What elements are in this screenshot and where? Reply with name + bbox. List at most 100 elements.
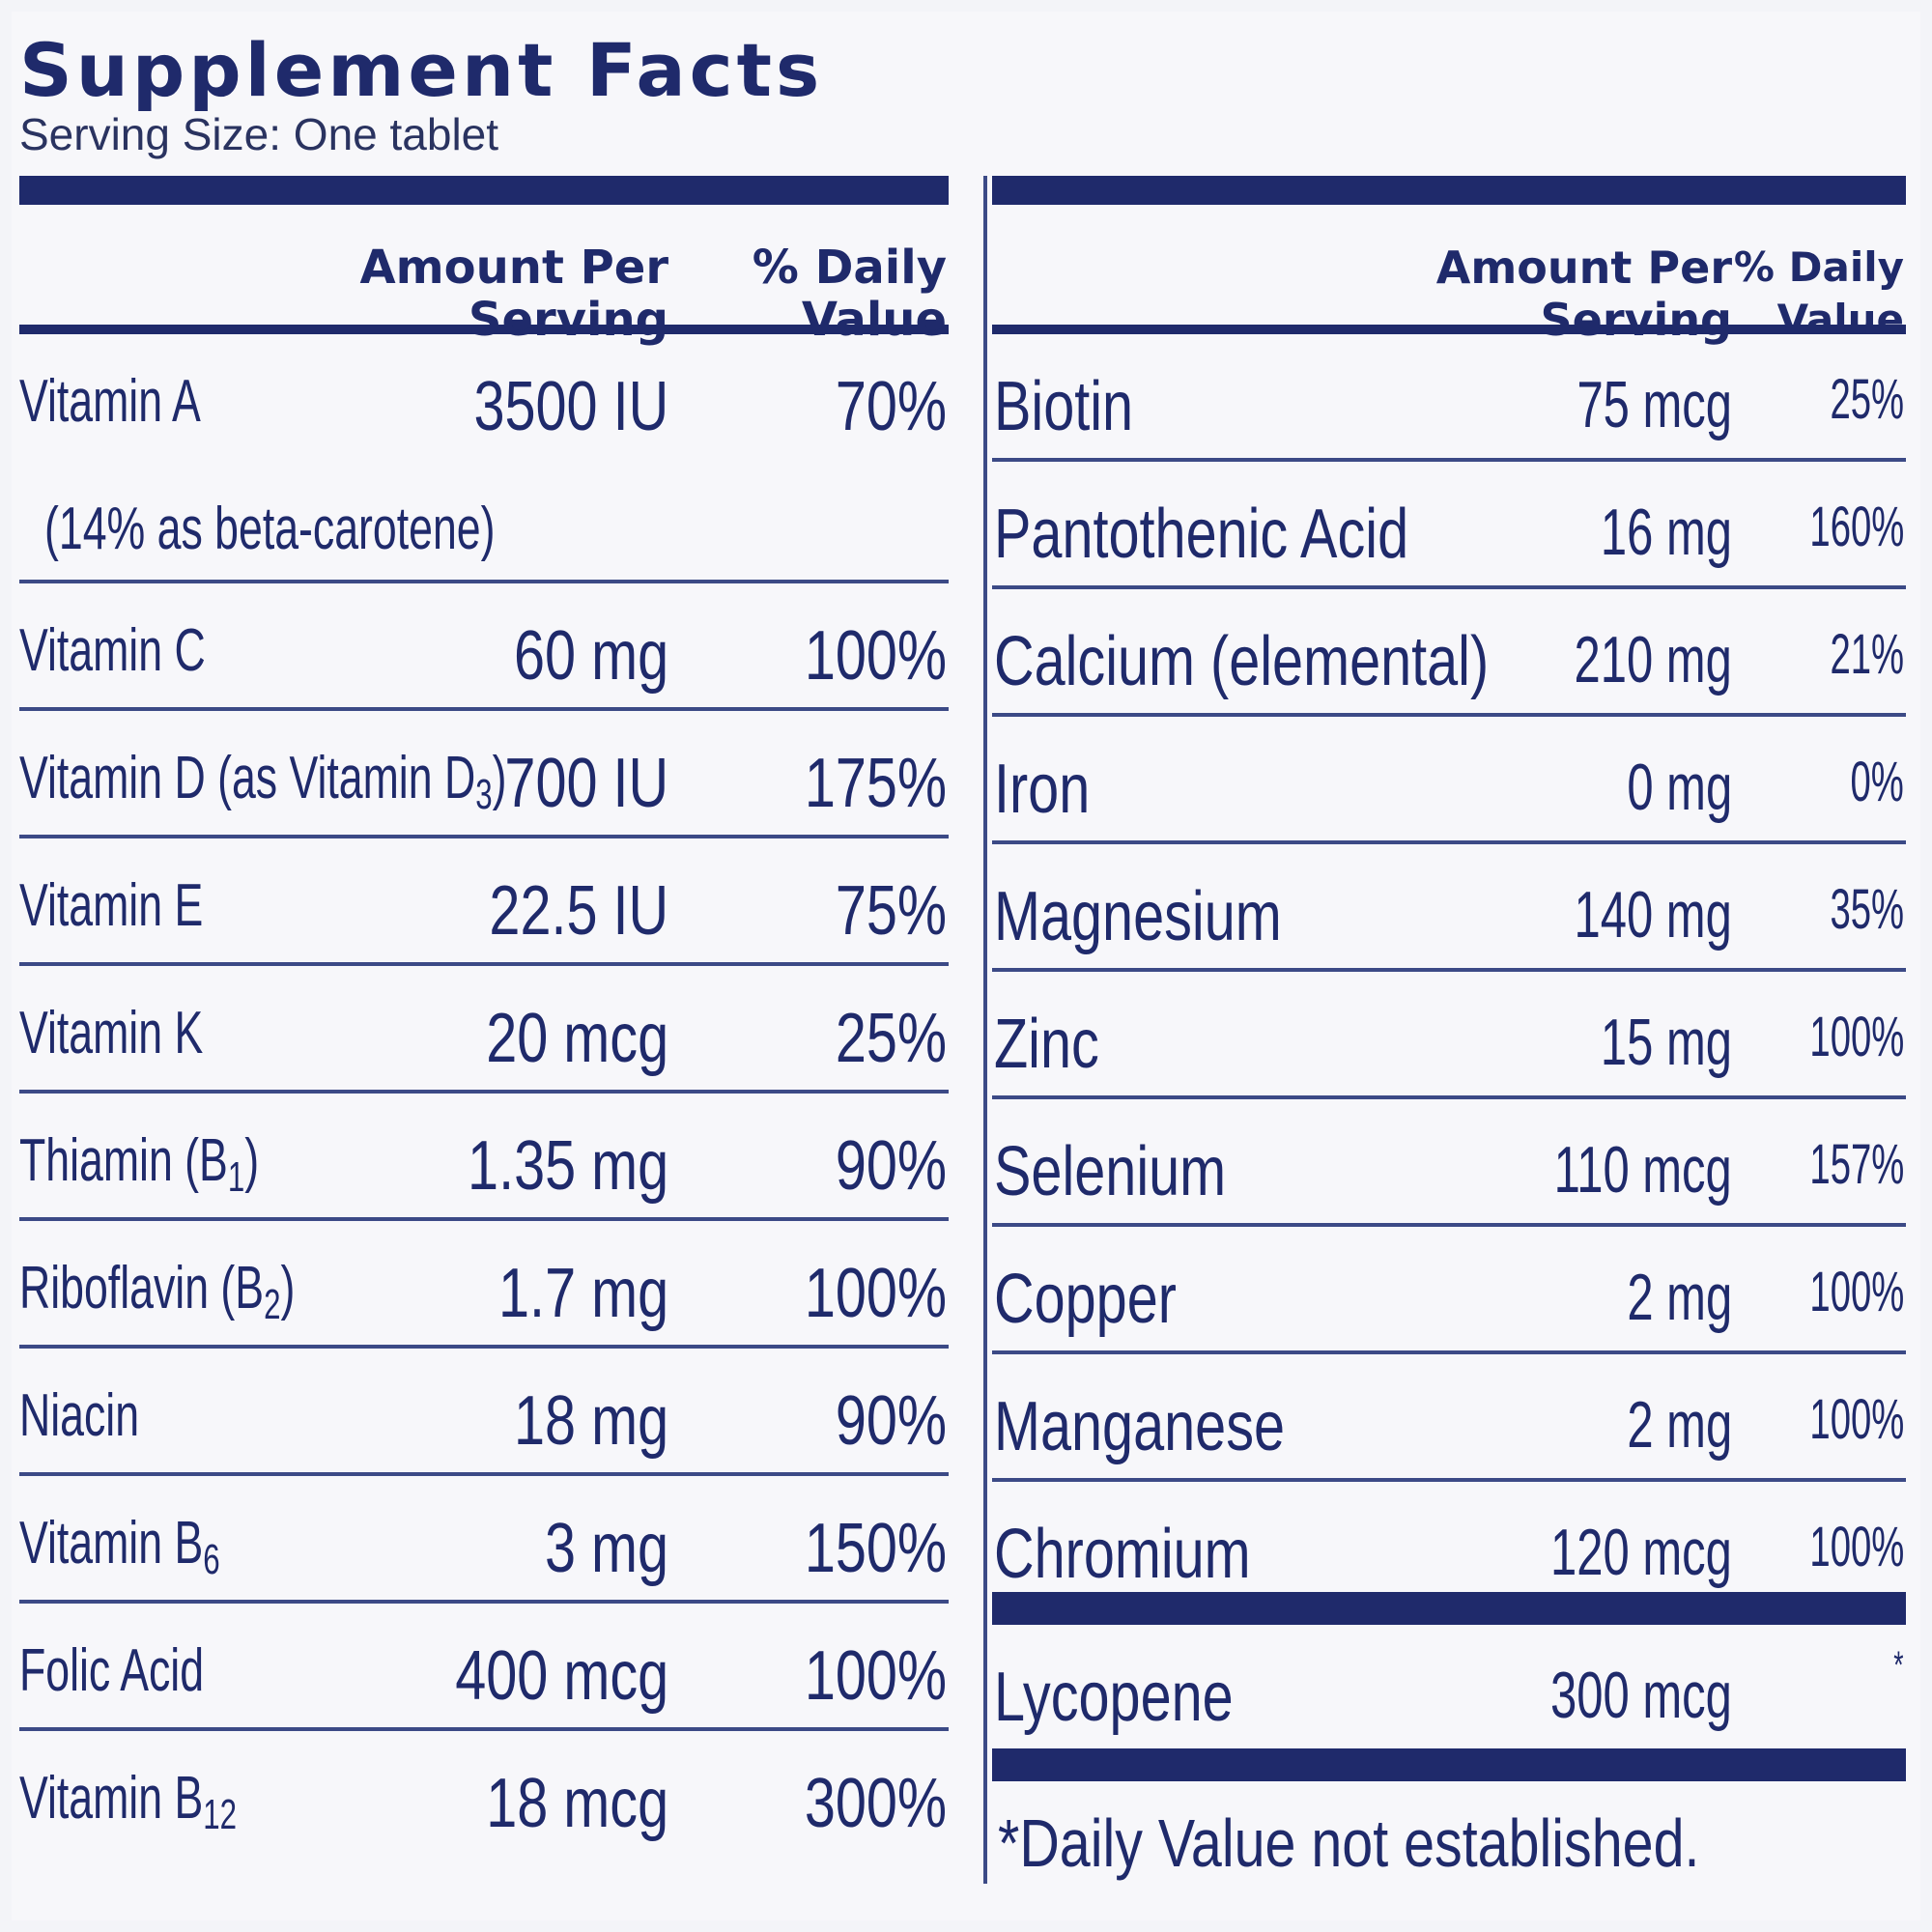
nutrient-amount: 60 mg [513,617,668,695]
left-rows: Vitamin A 3500 IU 70% (14% as beta-carotene… [19,334,949,1859]
nutrient-amount: 2 mg [1627,1261,1732,1334]
nutrient-daily-value: 100% [804,617,947,695]
nutrient-daily-value: 100% [1809,1388,1904,1451]
nutrient-name: Pantothenic Acid [994,496,1409,573]
left-nutrient-row: Folic Acid 400 mcg 100% [19,1604,949,1731]
nutrient-name: Vitamin K [19,1000,204,1066]
right-nutrient-row: Selenium 110 mcg 157% [992,1099,1906,1227]
nutrient-name: Vitamin A [19,368,201,435]
section-bar [992,1592,1906,1625]
nutrient-name: Vitamin B6 [19,1510,220,1583]
amount-header: Amount Per Serving [1435,242,1732,346]
top-bar [992,176,1906,205]
nutrient-daily-value: 21% [1830,623,1904,686]
left-nutrient-row: Vitamin B6 3 mg 150% [19,1476,949,1604]
nutrient-daily-value: 300% [804,1765,947,1842]
nutrient-name: Iron [994,751,1091,828]
nutrient-name: Vitamin D (as Vitamin D3) [19,745,507,818]
left-nutrient-row: Niacin 18 mg 90% [19,1349,949,1476]
nutrient-amount: 2 mg [1627,1388,1732,1462]
nutrient-amount: 1.7 mg [497,1255,668,1332]
nutrient-daily-value: 157% [1809,1133,1904,1196]
nutrient-daily-value: 0% [1850,751,1904,813]
right-nutrient-row: Manganese 2 mg 100% [992,1354,1906,1482]
nutrient-name: Selenium [994,1133,1227,1210]
left-nutrient-row: Vitamin A 3500 IU 70% [19,334,949,462]
nutrient-daily-value: 100% [1809,1006,1904,1068]
nutrient-amount: 110 mcg [1553,1133,1732,1207]
serving-size: Serving Size: One tablet [19,109,499,159]
nutrient-name: Copper [994,1261,1177,1338]
amount-header: Amount Per Serving [359,241,668,347]
left-nutrient-row: Thiamin (B1) 1.35 mg 90% [19,1094,949,1221]
nutrient-daily-value: 175% [804,745,947,822]
nutrient-amount: 210 mg [1574,623,1732,696]
nutrient-name: Riboflavin (B2) [19,1255,296,1328]
nutrient-amount: 120 mcg [1550,1516,1732,1589]
right-nutrient-row: Calcium (elemental) 210 mg 21% [992,589,1906,717]
right-nutrient-row: Biotin 75 mcg 25% [992,334,1906,462]
nutrient-name: Zinc [994,1006,1099,1083]
right-rows: Biotin 75 mcg 25% Pantothenic Acid 16 mg 160%… [992,334,1906,1593]
nutrient-name: Biotin [994,368,1134,445]
nutrient-amount: 18 mg [513,1382,668,1460]
nutrient-name: Thiamin (B1) [19,1127,260,1201]
nutrient-name: Manganese [994,1388,1286,1465]
nutrient-name: Vitamin B12 [19,1765,237,1838]
lycopene-row: Lycopene 300 mcg * [992,1625,1906,1747]
nutrient-name: Vitamin E [19,872,204,939]
nutrient-amount: 300 mcg [1550,1659,1732,1732]
nutrient-daily-value: 100% [1809,1516,1904,1578]
nutrient-amount: 15 mg [1600,1006,1732,1079]
column-header: Amount Per Serving % Daily Value [19,205,949,346]
nutrient-name: Lycopene [994,1659,1234,1736]
right-nutrient-row: Magnesium 140 mg 35% [992,844,1906,972]
nutrient-name: Calcium (elemental) [994,623,1490,700]
nutrient-name: Magnesium [994,878,1282,955]
left-nutrient-row: Vitamin B12 18 mcg 300% [19,1731,949,1859]
nutrient-daily-value: 25% [835,1000,947,1077]
nutrient-amount: 700 IU [504,745,668,822]
left-nutrient-row: Vitamin D (as Vitamin D3) 700 IU 175% [19,711,949,838]
daily-value-header: % Daily Value [1733,243,1904,343]
nutrient-name: Vitamin C [19,617,206,684]
nutrient-amount: 0 mg [1627,751,1732,824]
nutrient-amount: 22.5 IU [489,872,668,950]
nutrient-amount: 3 mg [544,1510,668,1587]
nutrient-name: Folic Acid [19,1637,205,1704]
nutrient-amount: 20 mcg [486,1000,668,1077]
nutrient-name: Chromium [994,1516,1251,1593]
left-column: Amount Per Serving % Daily Value Vitamin A… [19,176,949,1859]
right-nutrient-row: Copper 2 mg 100% [992,1227,1906,1354]
nutrient-daily-value: 75% [835,872,947,950]
nutrient-amount: 1.35 mg [467,1127,668,1205]
nutrient-daily-value: 25% [1830,368,1904,431]
header-bar [19,325,949,334]
section-bar [992,1748,1906,1781]
nutrient-amount: 75 mcg [1577,368,1732,441]
nutrient-amount: 400 mcg [455,1637,668,1715]
left-nutrient-row: Vitamin E 22.5 IU 75% [19,838,949,966]
nutrient-daily-value: 100% [804,1255,947,1332]
panel-title: Supplement Facts [19,27,824,113]
nutrient-daily-value: 100% [804,1637,947,1715]
left-nutrient-row: Riboflavin (B2) 1.7 mg 100% [19,1221,949,1349]
top-bar [19,176,949,205]
nutrient-daily-value: 100% [1809,1261,1904,1323]
daily-value-header: % Daily Value [752,241,947,347]
right-nutrient-row: Pantothenic Acid 16 mg 160% [992,462,1906,589]
nutrient-daily-value: 35% [1830,878,1904,941]
right-nutrient-row: Iron 0 mg 0% [992,717,1906,844]
left-nutrient-row: Vitamin K 20 mcg 25% [19,966,949,1094]
nutrient-amount: 3500 IU [473,368,668,445]
nutrient-amount: 18 mcg [486,1765,668,1842]
nutrient-name: (14% as beta-carotene) [44,496,496,562]
nutrient-daily-value: 90% [835,1382,947,1460]
right-nutrient-row: Zinc 15 mg 100% [992,972,1906,1099]
nutrient-daily-value: 160% [1809,496,1904,558]
nutrient-amount: 140 mg [1574,878,1732,952]
left-nutrient-row: Vitamin C 60 mg 100% [19,583,949,711]
nutrient-name: Niacin [19,1382,140,1449]
column-divider [983,176,987,1884]
nutrient-daily-value: * [1893,1644,1904,1687]
